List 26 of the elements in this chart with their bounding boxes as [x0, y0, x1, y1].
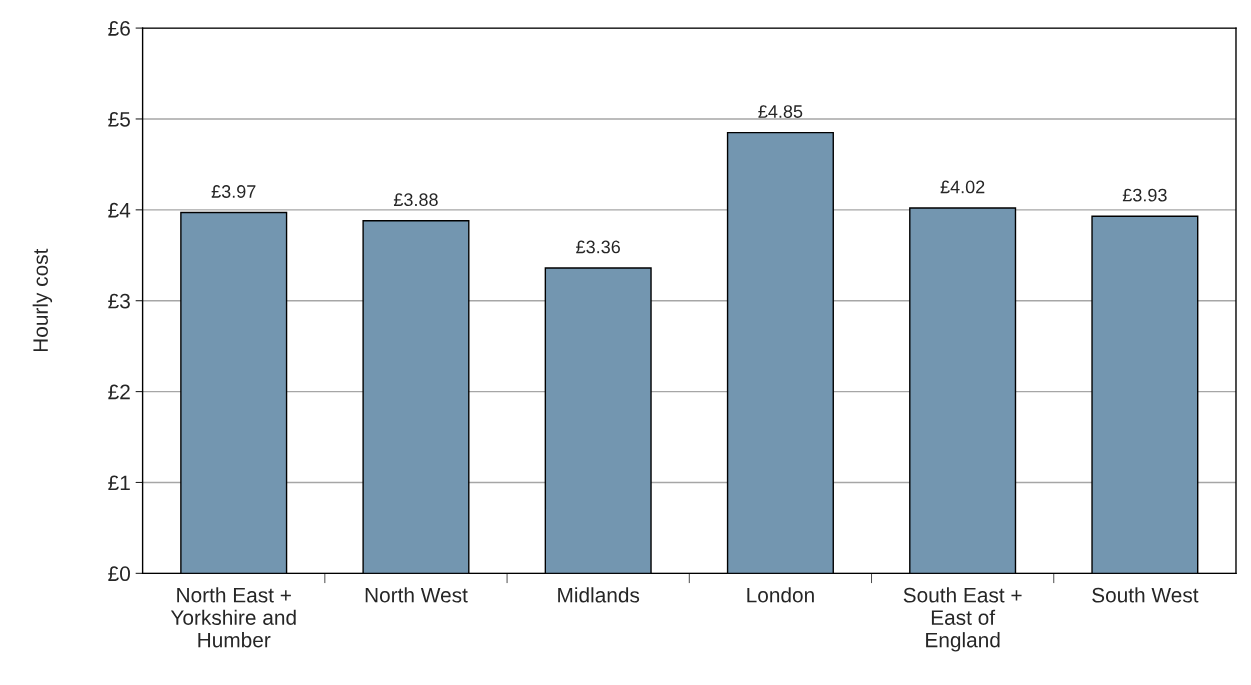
bar: [909, 207, 1017, 574]
bar: [180, 211, 288, 574]
y-tick-label: £3: [108, 293, 130, 309]
x-tick-label: South East + East of England: [903, 587, 1022, 652]
x-tick-label: North East + Yorkshire and Humber: [170, 587, 296, 648]
data-label: £4.85: [758, 105, 803, 118]
y-tick-label: £0: [108, 566, 130, 582]
data-label: £3.88: [393, 193, 438, 207]
y-tick-label: £5: [108, 111, 130, 127]
data-label: £3.97: [211, 185, 256, 198]
y-tick-label: £6: [108, 21, 130, 36]
y-tick-label: £2: [108, 384, 130, 400]
x-tick-label: South West: [1092, 587, 1199, 603]
bar: [726, 131, 834, 574]
y-axis-title: Hourly cost: [32, 248, 53, 352]
x-tick-label: London: [747, 587, 814, 603]
x-tick-label: North West: [365, 587, 468, 603]
bar: [544, 267, 652, 574]
x-tick-label: Midlands: [558, 587, 640, 603]
y-tick-label: £4: [108, 202, 131, 218]
bar: [362, 220, 470, 574]
data-label: £3.36: [576, 240, 620, 254]
data-label: £3.93: [1122, 188, 1167, 202]
bar: [1091, 215, 1199, 574]
y-tick-label: £1: [108, 475, 130, 491]
data-label: £4.02: [940, 180, 985, 194]
